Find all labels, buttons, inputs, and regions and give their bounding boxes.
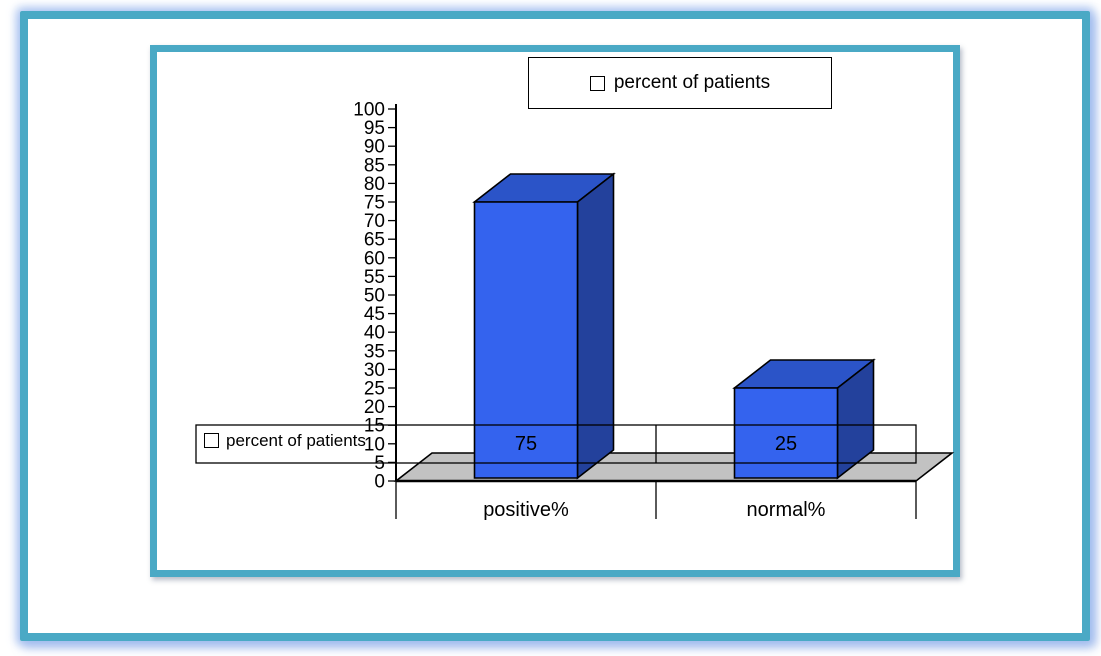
y-tick-label: 65 bbox=[364, 230, 385, 251]
legend-swatch-icon bbox=[589, 75, 605, 91]
legend-left[interactable]: percent of patients bbox=[204, 431, 366, 450]
y-tick-label: 30 bbox=[364, 360, 385, 381]
y-tick-label: 100 bbox=[353, 100, 385, 121]
legend-top-label: percent of patients bbox=[613, 72, 771, 93]
bar-positive%[interactable] bbox=[472, 172, 616, 480]
legend-top[interactable]: percent of patients bbox=[528, 57, 832, 109]
y-tick-label: 40 bbox=[364, 323, 385, 344]
y-tick-label: 60 bbox=[364, 248, 385, 269]
y-tick-label: 0 bbox=[374, 472, 385, 493]
y-tick-label: 70 bbox=[364, 211, 385, 232]
legend-left-label: percent of patients bbox=[226, 430, 366, 450]
y-tick-label: 10 bbox=[364, 434, 385, 455]
y-tick-label: 5 bbox=[374, 453, 385, 474]
y-tick-label: 50 bbox=[364, 286, 385, 307]
y-tick-label: 90 bbox=[364, 137, 385, 158]
y-tick-label: 45 bbox=[364, 304, 385, 325]
chart-object-frame[interactable] bbox=[150, 45, 960, 577]
y-tick-label: 35 bbox=[364, 341, 385, 362]
y-tick-label: 75 bbox=[364, 193, 385, 214]
y-tick-label: 20 bbox=[364, 397, 385, 418]
outer-border-frame[interactable] bbox=[20, 11, 1090, 641]
y-tick-label: 85 bbox=[364, 155, 385, 176]
data-label: 75 bbox=[515, 433, 537, 455]
data-label: 25 bbox=[775, 433, 797, 455]
y-tick-label: 80 bbox=[364, 174, 385, 195]
legend-overlay-box bbox=[195, 424, 917, 464]
y-tick-label: 55 bbox=[364, 267, 385, 288]
legend-swatch-icon bbox=[204, 433, 219, 448]
category-label: positive% bbox=[483, 499, 569, 521]
y-tick-label: 25 bbox=[364, 379, 385, 400]
y-tick-label: 15 bbox=[364, 416, 385, 437]
y-tick-label: 95 bbox=[364, 118, 385, 139]
bar-normal%[interactable] bbox=[732, 358, 876, 480]
category-label: normal% bbox=[747, 499, 826, 521]
